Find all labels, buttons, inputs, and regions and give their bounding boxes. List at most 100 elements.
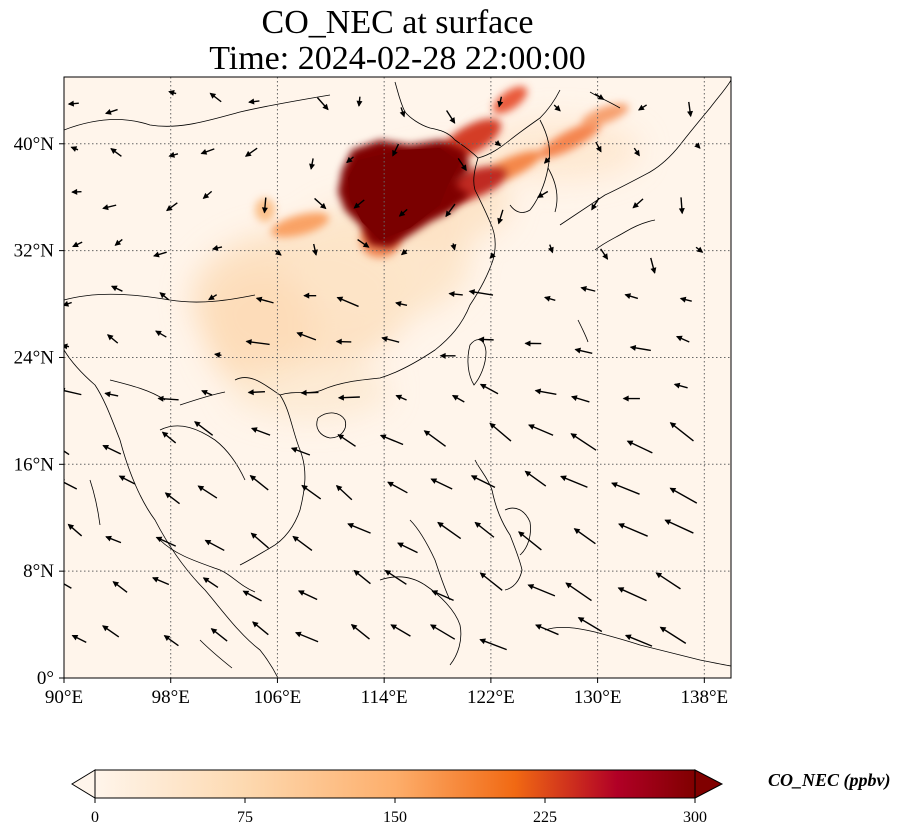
colorbar-tick-label: 225 [533,809,557,826]
wind-arrow [650,257,657,274]
wind-arrow [208,294,218,301]
wind-arrow [534,388,557,395]
wind-arrow [118,475,136,485]
wind-arrow [314,197,327,210]
wind-arrow [71,188,82,195]
lat-tick-label: 16°N [14,454,55,475]
wind-arrow [474,521,495,538]
wind-arrow [390,624,411,637]
wind-arrow [210,628,228,642]
wind-arrow [211,244,223,251]
wind-arrow [201,389,213,396]
wind-arrow [431,590,454,602]
wind-arrow [637,104,647,111]
wind-arrow [673,382,688,389]
wind-arrow [669,422,694,442]
wind-arrow [202,577,219,589]
colorbar-label: CO_NEC (ppbv) [768,770,891,790]
wind-arrow [64,583,72,589]
lat-tick-label: 24°N [14,347,55,368]
wind-arrow [202,190,213,200]
wind-arrow [524,340,542,347]
wind-arrow [197,485,218,499]
wind-arrow [67,523,83,537]
wind-arrow [312,243,318,256]
wind-arrow [379,434,404,446]
wind-arrow [114,238,123,246]
wind-arrow [157,395,179,402]
wind-arrow [163,635,179,647]
wind-arrow [445,203,456,218]
wind-arrow [437,521,462,540]
wind-arrow [679,296,692,303]
colorbar-extend-max [694,769,724,799]
wind-arrow [71,634,87,644]
wind-arrow [72,241,83,248]
wind-arrow [292,535,313,552]
wind-arrow [274,249,282,256]
wind-arrow [70,146,79,152]
wind-arrow [250,427,271,436]
wind-arrow [479,383,499,395]
wind-arrow [152,576,170,586]
map-frame [63,76,732,679]
wind-arrow [451,394,465,403]
wind-arrow [166,202,178,212]
wind-arrow [155,330,167,338]
wind-arrow [350,624,370,640]
wind-arrow [478,336,494,343]
wind-arrow [296,331,317,341]
wind-arrow [574,347,593,355]
wind-arrow [297,590,318,601]
wind-arrow [294,631,319,643]
lon-tick-label: 122°E [467,687,515,708]
wind-arrow [527,584,556,597]
wind-arrow [347,523,371,534]
wind-arrow [622,395,640,402]
wind-arrow [335,484,353,501]
colorbar-tick-label: 75 [237,809,253,826]
wind-arrow [110,285,123,292]
wind-arrow [632,198,644,209]
wind-arrow [168,151,179,158]
wind-arrow [669,487,698,504]
colorbar-ticks: 0 75 150 225 300 [91,798,707,826]
wind-arrow [335,338,352,345]
longitude-labels: 90°E 98°E 106°E 114°E 122°E 130°E 138°E [45,687,728,708]
lat-tick-label: 40°N [14,134,55,155]
wind-arrow [450,243,457,251]
wind-arrow [573,528,596,545]
wind-arrow [395,394,407,401]
colorbar-extend-min [71,769,96,799]
wind-arrow [548,244,554,254]
wind-arrow [194,421,214,436]
wind-arrow [204,539,225,552]
wind-arrow [489,422,512,442]
colorbar-tick-label: 150 [383,809,407,826]
map-area[interactable] [54,77,731,678]
map-title-variable: CO_NEC at surface [261,4,534,41]
wind-arrow [102,625,120,638]
wind-arrow [430,478,453,490]
colorbar-gradient [95,770,695,798]
wind-arrow [244,147,258,157]
wind-arrow [159,292,169,301]
wind-arrow [381,336,400,343]
wind-arrow [595,141,602,153]
wind-arrow [570,433,597,451]
wind-arrow [591,197,600,211]
wind-arrow [336,296,359,308]
wind-arrow [536,190,549,198]
wind-arrow [104,391,119,398]
colorbar: 0 75 150 225 300 [71,769,724,826]
wind-arrow [252,621,269,636]
wind-arrow [479,572,503,591]
wind-arrow [543,295,556,302]
wind-arrow [664,519,694,534]
wind-arrow [300,389,319,396]
wind-arrow [618,523,648,537]
wind-arrow [164,492,181,505]
map-title-time: Time: 2024-02-28 22:00:00 [209,40,586,77]
lat-tick-label: 8°N [23,561,54,582]
wind-arrow [489,252,496,259]
